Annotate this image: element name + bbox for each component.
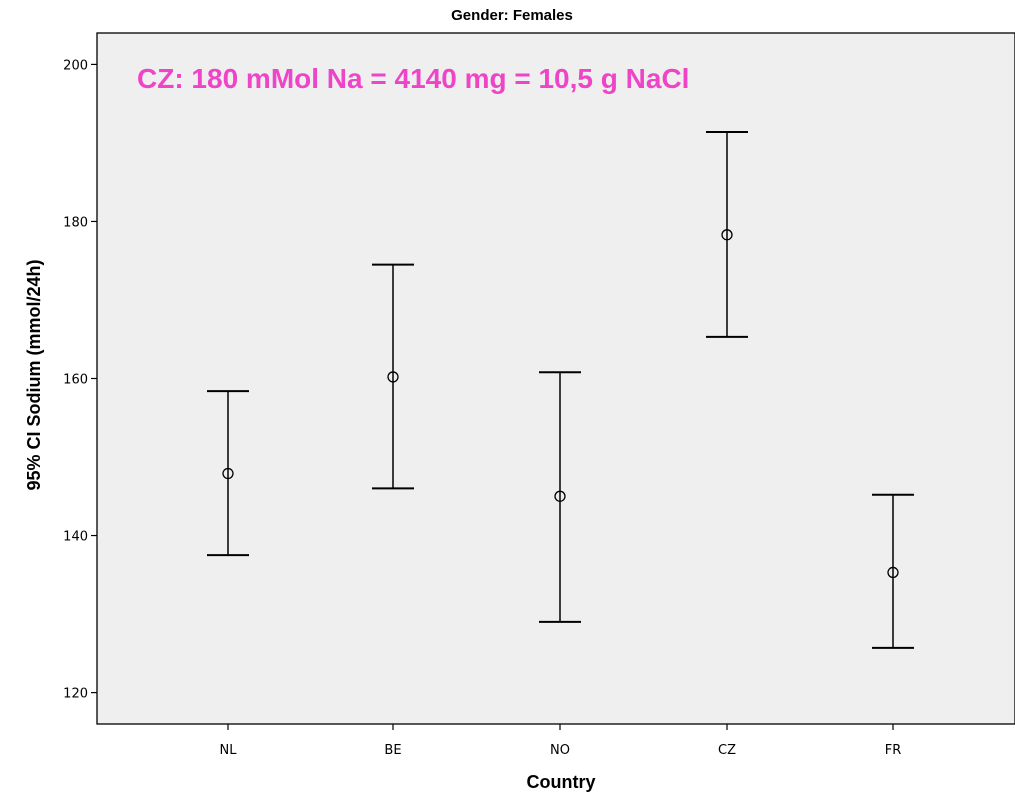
- y-tick-label: 140: [63, 530, 88, 545]
- x-axis: NL BE NO CZ FR: [220, 724, 902, 758]
- mean-point: [387, 371, 399, 383]
- plot-area: [96, 32, 1015, 725]
- mean-point: [721, 229, 733, 241]
- x-tick-label: BE: [384, 743, 401, 758]
- y-tick-label: 120: [63, 687, 88, 702]
- y-tick-label: 180: [63, 215, 88, 230]
- data-marks: [207, 130, 914, 649]
- x-tick-label: NO: [550, 743, 570, 758]
- x-tick-label: CZ: [718, 743, 736, 758]
- chart-title: Gender: Females: [451, 7, 573, 24]
- y-tick-label: 200: [63, 58, 88, 73]
- mean-point: [887, 566, 899, 579]
- x-axis-title: Country: [527, 772, 596, 792]
- y-axis: 120 140 160 180 200: [63, 58, 97, 702]
- x-tick-label: NL: [220, 743, 238, 758]
- x-tick-label: FR: [885, 743, 902, 758]
- mean-point: [222, 467, 234, 480]
- y-tick-label: 160: [63, 373, 88, 388]
- mean-point: [554, 490, 566, 502]
- y-axis-title: 95% CI Sodium (mmol/24h): [24, 259, 44, 490]
- annotation-text: CZ: 180 mMol Na = 4140 mg = 10,5 g NaCl: [137, 63, 689, 94]
